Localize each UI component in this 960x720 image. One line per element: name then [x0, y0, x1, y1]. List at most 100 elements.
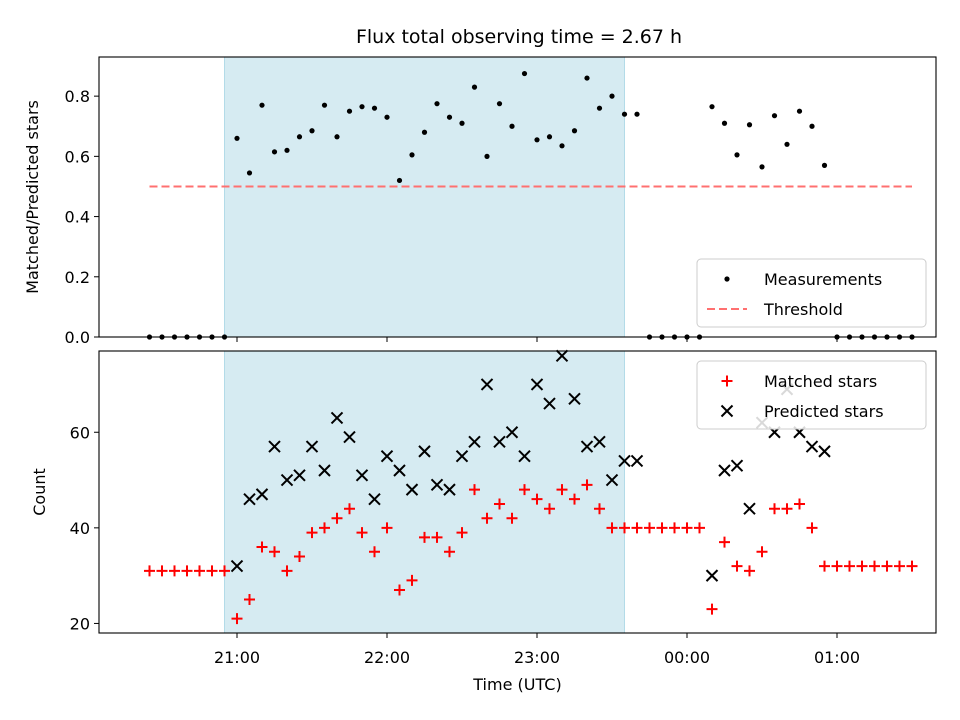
y-tick-label: 0.0: [65, 328, 90, 347]
data-point: [506, 512, 518, 524]
data-point: [444, 546, 455, 558]
data-point: [771, 113, 778, 119]
data-point: [681, 522, 693, 534]
data-point: [694, 522, 705, 534]
data-point: [156, 565, 168, 577]
y-tick-label: 0.8: [65, 87, 90, 106]
data-point: [293, 469, 306, 482]
data-point: [244, 594, 255, 606]
data-point: [280, 473, 294, 487]
x-tick-label: 00:00: [664, 648, 710, 667]
data-point: [246, 170, 253, 176]
data-point: [430, 478, 444, 492]
data-point: [381, 522, 393, 534]
data-point: [396, 177, 403, 184]
data-point: [468, 435, 481, 449]
data-point: [443, 483, 456, 496]
data-point: [419, 531, 430, 543]
data-point: [781, 503, 793, 515]
data-point: [144, 565, 155, 577]
data-point: [559, 143, 565, 149]
data-point: [531, 493, 543, 505]
data-point: [421, 129, 428, 135]
data-point: [894, 560, 905, 572]
data-point: [496, 101, 503, 107]
y-axis-title: Count: [30, 468, 49, 516]
y-tick-label: 20: [70, 614, 90, 633]
legend-label: Predicted stars: [764, 402, 884, 421]
data-point: [621, 111, 628, 117]
data-point: [555, 349, 569, 362]
data-point: [719, 536, 730, 548]
data-point: [169, 565, 180, 577]
data-point: [368, 492, 381, 506]
data-point: [656, 522, 668, 534]
data-point: [330, 411, 344, 425]
data-point: [594, 503, 605, 515]
series-matched-stars: [144, 479, 918, 625]
data-point: [334, 134, 340, 140]
y-tick-label: 0.6: [65, 147, 90, 166]
legend: Matched stars Predicted stars: [696, 360, 927, 430]
data-point: [206, 565, 218, 577]
data-point: [630, 454, 644, 468]
data-point: [269, 546, 280, 558]
data-point: [734, 152, 740, 158]
data-point: [230, 559, 244, 573]
data-point: [569, 493, 580, 505]
x-axis-title: Time (UTC): [472, 675, 561, 694]
data-point: [746, 122, 753, 128]
data-point: [534, 137, 540, 143]
legend-swatch: [721, 375, 733, 387]
data-point: [709, 104, 715, 110]
y-tick-label: 60: [70, 423, 90, 442]
data-point: [806, 522, 818, 534]
data-point: [271, 149, 278, 155]
data-point: [869, 560, 880, 572]
data-point: [219, 565, 230, 577]
data-point: [371, 105, 378, 111]
data-point: [509, 123, 515, 129]
data-point: [568, 392, 581, 406]
data-point: [544, 503, 555, 515]
data-point: [459, 120, 465, 126]
top-panel: 0.0 0.2 0.4 0.6 0.8 Matched/Predicted stars Me…: [23, 56, 937, 347]
data-point: [259, 102, 265, 108]
data-point: [821, 162, 828, 168]
bottom-panel: 20 40 60 21:00 22:00 23:00 00:00 01:00 Count Time…: [30, 349, 937, 694]
data-point: [356, 527, 368, 539]
data-point: [309, 128, 315, 134]
data-point: [521, 70, 528, 77]
data-point: [593, 435, 606, 449]
data-point: [446, 114, 453, 120]
data-point: [881, 560, 893, 572]
data-point: [321, 102, 328, 108]
legend-label: Measurements: [764, 270, 882, 289]
data-point: [255, 488, 269, 501]
data-point: [281, 565, 293, 577]
data-point: [418, 445, 431, 458]
data-point: [231, 613, 243, 625]
data-point: [580, 440, 594, 453]
observing-window-shade: [224, 350, 625, 634]
data-point: [805, 440, 819, 453]
data-point: [480, 378, 494, 391]
data-point: [606, 522, 618, 534]
data-point: [456, 527, 468, 539]
legend-swatch: [724, 276, 730, 282]
data-point: [359, 104, 365, 110]
data-point: [393, 464, 406, 477]
data-point: [455, 449, 469, 463]
data-point: [394, 584, 405, 596]
data-point: [618, 454, 631, 468]
data-point: [431, 531, 443, 543]
x-tick-label: 22:00: [364, 648, 410, 667]
data-point: [481, 512, 493, 524]
data-point: [518, 449, 531, 463]
data-point: [819, 560, 830, 572]
data-point: [581, 479, 593, 491]
data-point: [181, 565, 193, 577]
data-point: [818, 445, 831, 458]
data-point: [856, 560, 868, 572]
